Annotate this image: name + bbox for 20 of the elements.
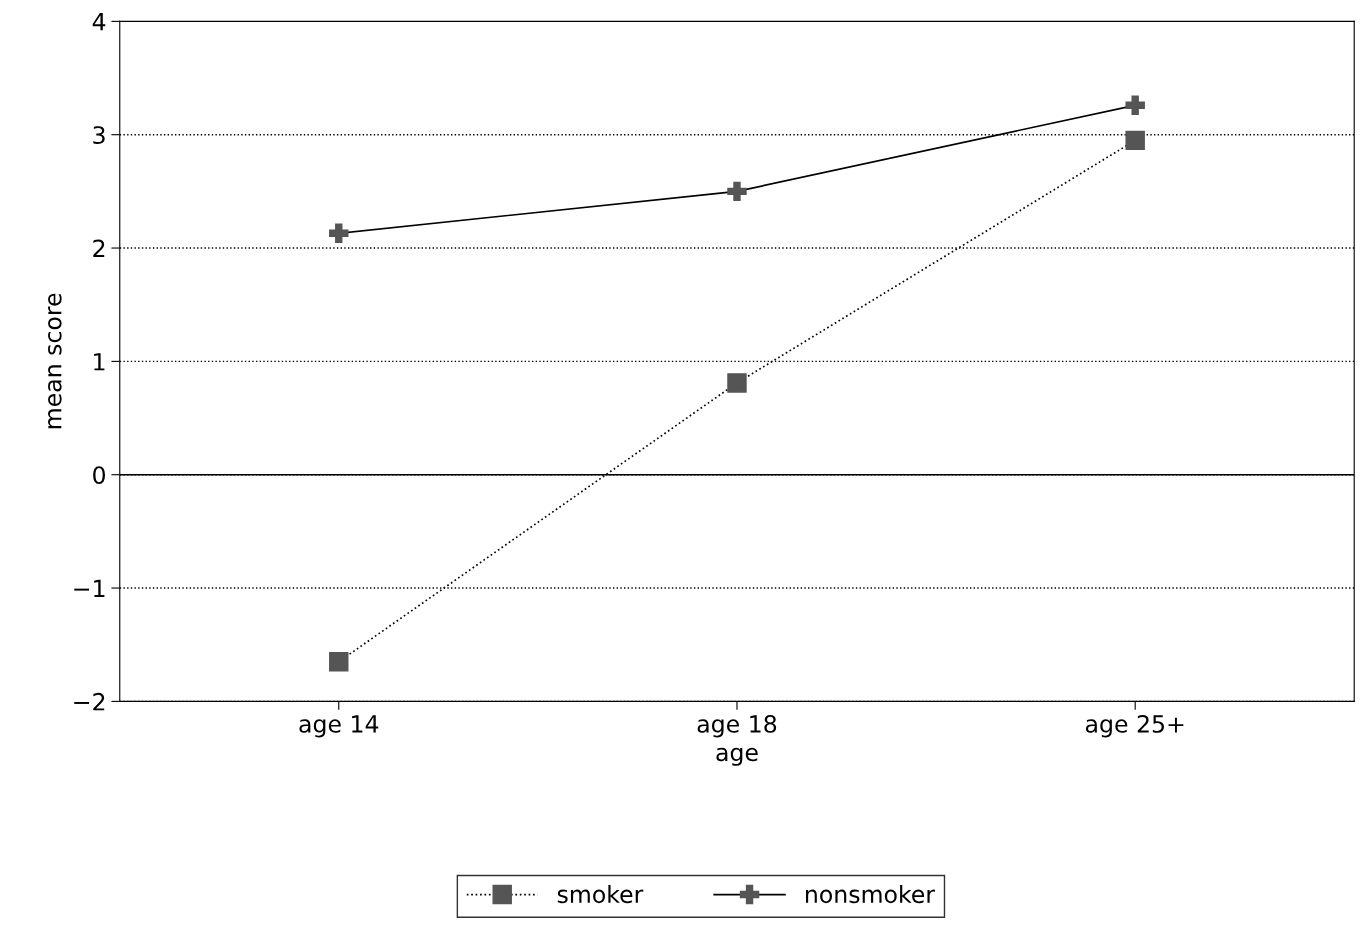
x-tick-label: age 18 — [697, 715, 777, 738]
point — [1125, 130, 1145, 151]
y-tick-label: −2 — [74, 692, 105, 711]
y-tick-label: 4 — [92, 13, 106, 31]
point — [727, 373, 747, 393]
point — [727, 181, 747, 202]
y-axis-title: mean score — [48, 293, 62, 429]
y-tick-label: 3 — [93, 126, 105, 145]
point — [1125, 95, 1145, 115]
x-tick-label: age 14 — [299, 715, 379, 738]
legend-label: smoker — [557, 884, 644, 904]
point — [329, 652, 349, 672]
y-tick-label: 1 — [94, 353, 105, 371]
x-axis-title: age — [716, 747, 758, 766]
x-tick-label: age 25+ — [1085, 715, 1184, 738]
y-tick-label: −1 — [74, 579, 105, 598]
y-tick-label: 0 — [93, 466, 106, 485]
legend-label: nonsmoker — [806, 884, 936, 904]
point — [329, 223, 349, 244]
y-tick-label: 2 — [93, 239, 105, 258]
